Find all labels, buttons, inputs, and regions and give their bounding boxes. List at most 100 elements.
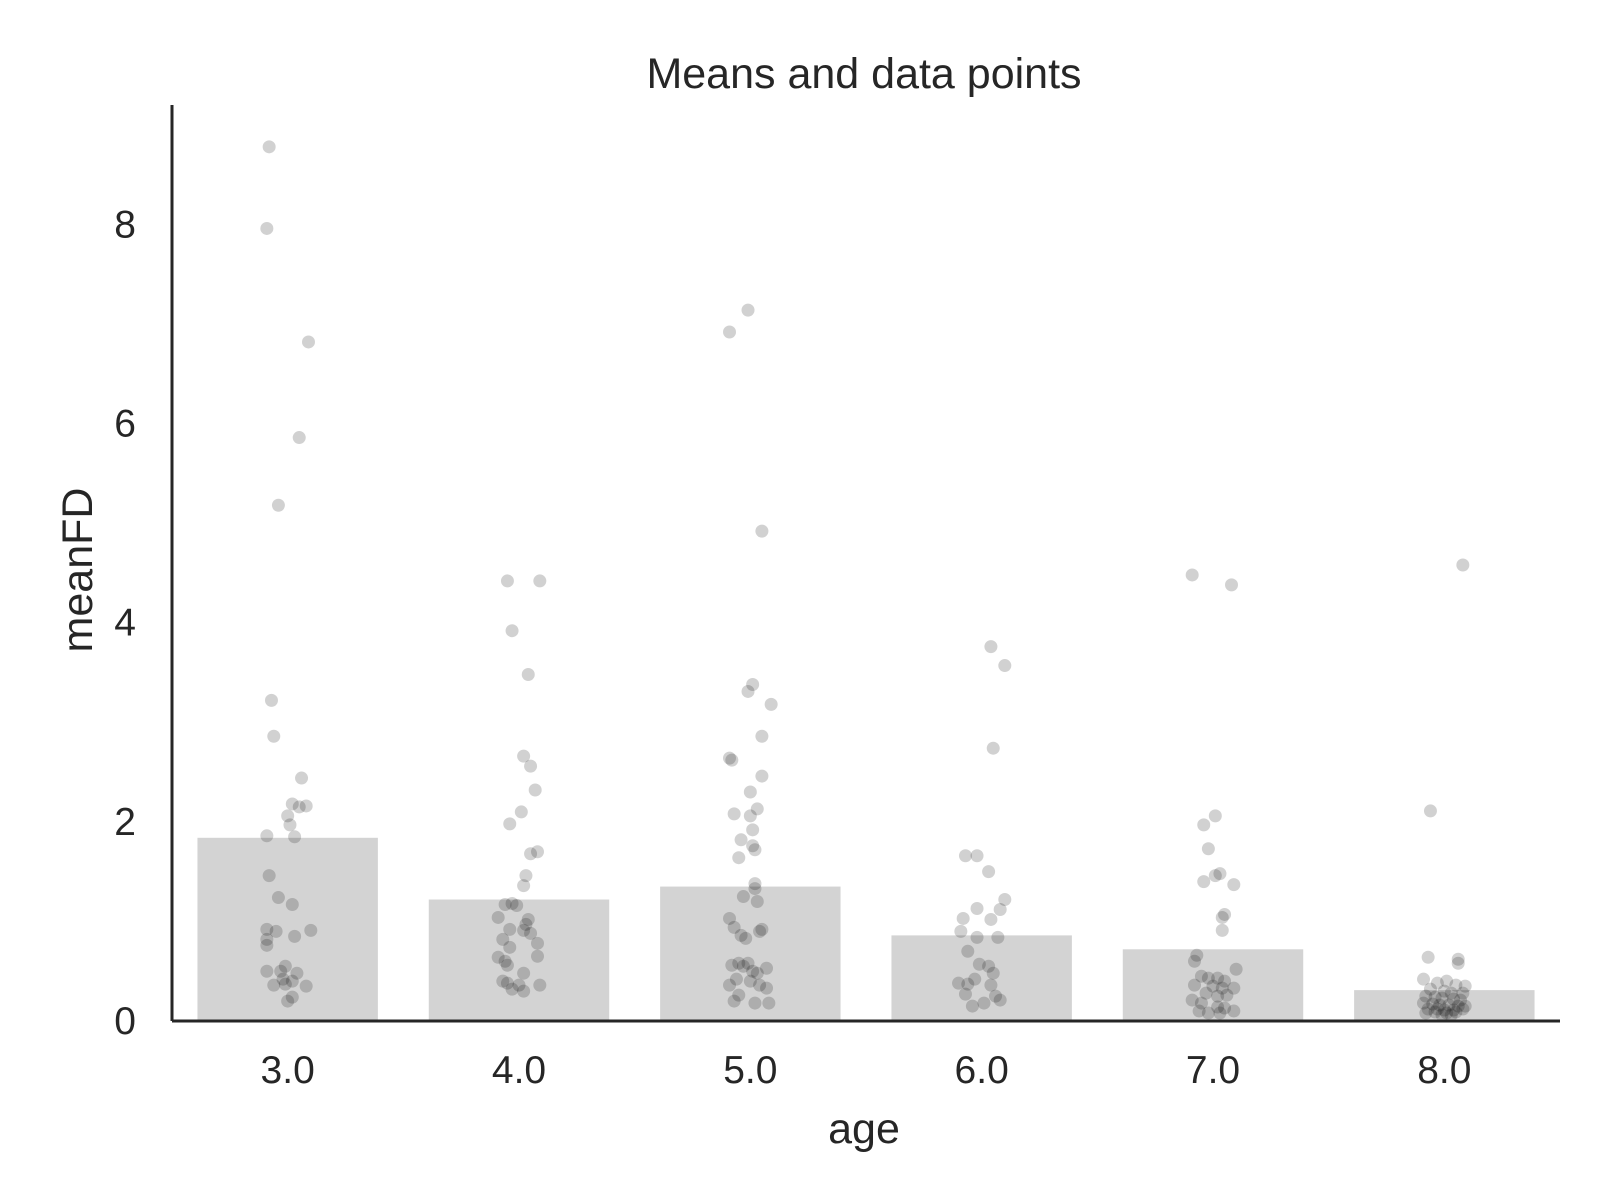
data-point (746, 839, 760, 853)
data-point (1211, 971, 1225, 985)
data-point (276, 972, 290, 986)
data-point (264, 693, 278, 707)
data-point (732, 988, 746, 1002)
y-tick-label: 0 (114, 1000, 136, 1043)
data-point (1430, 976, 1444, 990)
bar-8.0 (1354, 990, 1535, 1021)
data-point (977, 996, 991, 1010)
data-point (1194, 996, 1208, 1010)
data-point (1220, 988, 1234, 1002)
data-point (970, 930, 984, 944)
data-point (1451, 952, 1465, 966)
x-axis-label: age (828, 1105, 900, 1153)
data-point (727, 994, 741, 1008)
data-point (500, 574, 514, 588)
data-point (1215, 981, 1229, 995)
data-point (750, 895, 764, 909)
data-point (750, 966, 764, 980)
data-point (1218, 907, 1232, 921)
data-point (725, 958, 739, 972)
data-point (1456, 558, 1470, 572)
data-point (260, 932, 274, 946)
data-point (517, 749, 531, 763)
data-point (1417, 996, 1431, 1010)
y-tick-label: 4 (114, 602, 136, 645)
data-point (1192, 1004, 1206, 1018)
data-point (968, 972, 982, 986)
x-tick-label: 7.0 (1186, 1049, 1240, 1092)
bars-group (197, 837, 1535, 1021)
data-point (755, 729, 769, 743)
data-point (741, 684, 755, 698)
data-point (285, 898, 299, 912)
data-point (986, 741, 1000, 755)
data-point (1444, 986, 1458, 1000)
data-point (1435, 991, 1449, 1005)
data-point (1227, 1004, 1241, 1018)
data-point (1208, 809, 1222, 823)
data-point (1227, 981, 1241, 995)
data-point (755, 922, 769, 936)
data-point (521, 668, 535, 682)
data-point (1440, 974, 1454, 988)
data-point (986, 966, 1000, 980)
data-point (750, 802, 764, 816)
y-axis-label: meanFD (54, 488, 102, 653)
data-point (746, 823, 760, 837)
data-point (1437, 984, 1451, 998)
data-point (748, 843, 762, 857)
x-tick-labels: 3.0 4.0 5.0 6.0 7.0 8.0 (261, 1049, 1472, 1092)
data-point (1426, 997, 1440, 1011)
data-point (743, 974, 757, 988)
data-point (295, 771, 309, 785)
data-point (958, 849, 972, 863)
y-tick-label: 6 (114, 403, 136, 446)
bar-4.0 (428, 899, 610, 1021)
data-point (998, 893, 1012, 907)
data-point (1451, 999, 1465, 1013)
data-point (1199, 986, 1213, 1000)
data-point (762, 996, 776, 1010)
data-point (1225, 578, 1239, 592)
data-point (503, 922, 517, 936)
data-point (283, 818, 297, 832)
data-point (531, 949, 545, 963)
bar-3.0 (197, 837, 378, 1021)
x-tick-label: 5.0 (723, 1049, 777, 1092)
data-point (1423, 982, 1437, 996)
data-point (741, 956, 755, 970)
data-point (510, 899, 524, 913)
bar-6.0 (891, 935, 1072, 1021)
data-point (285, 797, 299, 811)
data-point (288, 830, 302, 844)
data-point (292, 431, 306, 445)
data-point (727, 807, 741, 821)
data-point (760, 981, 774, 995)
data-point (1190, 948, 1204, 962)
data-point (748, 882, 762, 896)
data-point (524, 847, 538, 861)
data-point (965, 999, 979, 1013)
data-point (1423, 804, 1437, 818)
data-point (734, 833, 748, 847)
data-point (993, 902, 1007, 916)
data-point (260, 829, 274, 843)
y-tick-label: 2 (114, 801, 136, 844)
data-point (531, 845, 545, 859)
bar-5.0 (660, 886, 841, 1021)
data-point (982, 865, 996, 879)
data-point (984, 640, 998, 654)
data-point (1421, 950, 1435, 964)
data-point (1194, 969, 1208, 983)
data-point (961, 977, 975, 991)
data-point (519, 869, 533, 883)
data-point (952, 976, 966, 990)
data-point (260, 964, 274, 978)
data-point (496, 974, 510, 988)
data-point (260, 221, 274, 235)
data-point (1437, 1003, 1451, 1017)
data-point (1201, 842, 1215, 856)
data-point (1449, 978, 1463, 992)
data-point (723, 325, 737, 339)
data-point (500, 976, 514, 990)
